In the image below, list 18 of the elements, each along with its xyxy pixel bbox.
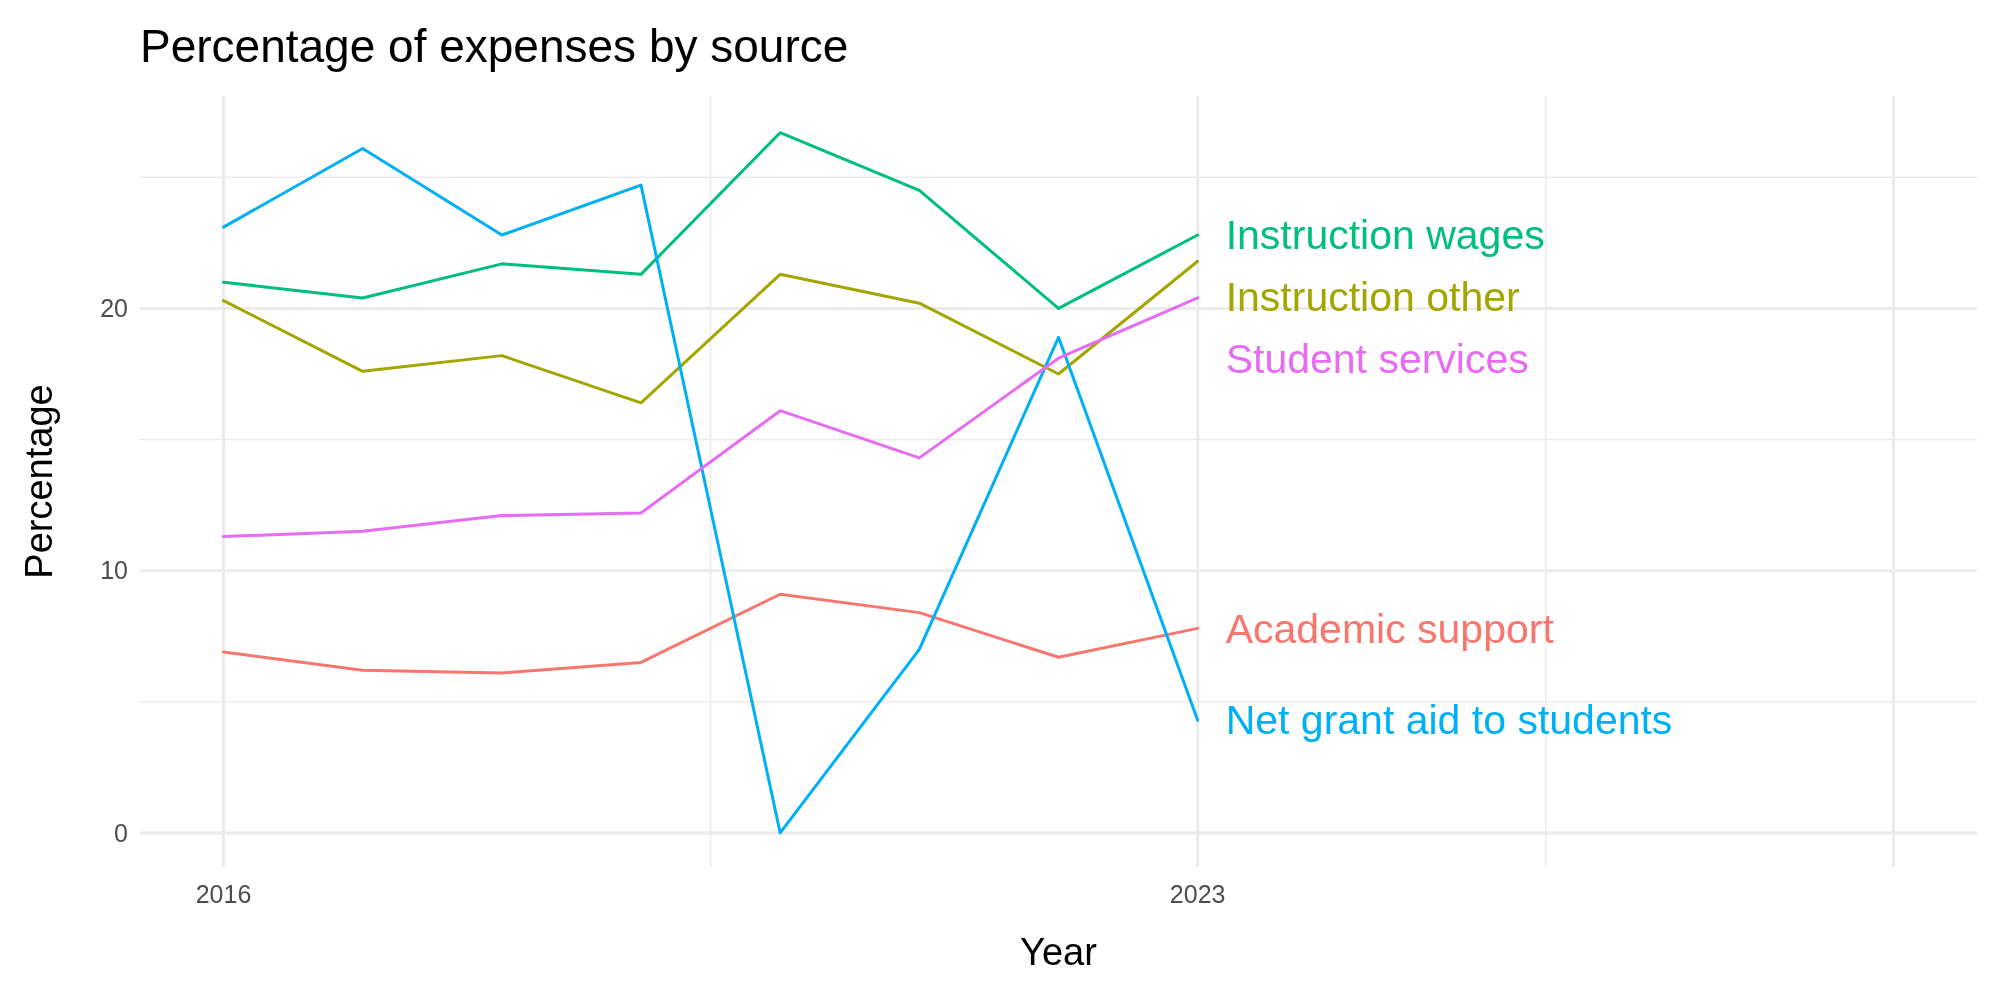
x-axis-title: Year [1020,931,1098,973]
x-tick-label: 2023 [1169,880,1226,908]
series-label: Instruction wages [1225,212,1545,259]
series-label: Academic support [1225,605,1555,652]
line-series [222,259,1200,405]
series-label: Instruction other [1225,274,1520,321]
y-tick-label: 0 [114,818,128,847]
line-series [222,131,1200,310]
x-tick-label: 2016 [195,880,252,908]
y-tick-label: 20 [100,294,128,323]
line-series [222,592,1200,675]
y-tick-label: 10 [100,556,128,585]
series-label: Student services [1225,336,1529,383]
line-series [222,146,1200,835]
chart-title: Percentage of expenses by source [140,20,849,72]
series-label: Net grant aid to students [1225,697,1673,744]
line-series [222,296,1200,539]
y-axis-title: Percentage [18,384,60,579]
